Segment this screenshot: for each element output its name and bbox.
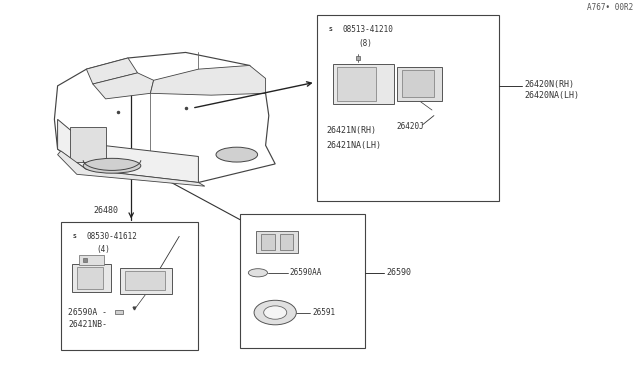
Text: 26480: 26480 (93, 206, 118, 215)
Bar (125, 271, 165, 290)
Polygon shape (58, 151, 205, 186)
Polygon shape (150, 65, 266, 95)
Text: A767• 00R2: A767• 00R2 (588, 3, 634, 12)
Bar (72, 264, 111, 292)
Bar (240, 214, 365, 348)
Text: 26590A -: 26590A - (68, 308, 108, 317)
Bar (261, 234, 275, 250)
Polygon shape (54, 52, 275, 183)
Text: 26591: 26591 (312, 308, 335, 317)
Text: S: S (329, 27, 333, 32)
Text: 26590: 26590 (387, 268, 412, 277)
Text: 08513-41210: 08513-41210 (342, 25, 393, 34)
Bar (317, 15, 499, 201)
Bar (402, 70, 434, 97)
Bar (337, 67, 376, 102)
Bar (120, 268, 172, 294)
Text: 08530-41612: 08530-41612 (86, 232, 137, 241)
Bar (70, 127, 106, 162)
Polygon shape (86, 58, 138, 84)
Text: 26421NB-: 26421NB- (68, 320, 108, 329)
Bar (397, 67, 442, 101)
Bar (77, 267, 103, 289)
Polygon shape (93, 73, 154, 99)
Ellipse shape (216, 147, 258, 162)
Bar (333, 64, 394, 105)
Circle shape (264, 306, 287, 319)
Bar (280, 234, 293, 250)
Text: (8): (8) (358, 39, 372, 48)
Text: 26421N(RH): 26421N(RH) (326, 126, 376, 135)
Text: 26420J: 26420J (397, 122, 424, 131)
Text: S: S (73, 234, 77, 239)
Bar (256, 231, 298, 253)
Bar (61, 221, 198, 350)
Circle shape (254, 300, 296, 325)
Text: 26420NA(LH): 26420NA(LH) (525, 91, 580, 100)
Text: (4): (4) (96, 245, 110, 254)
Polygon shape (58, 119, 198, 183)
Bar (79, 255, 104, 265)
Ellipse shape (248, 269, 268, 277)
Text: 26420N(RH): 26420N(RH) (525, 80, 575, 89)
Bar (115, 310, 123, 314)
Text: 26590AA: 26590AA (290, 268, 323, 277)
Text: 26421NA(LH): 26421NA(LH) (326, 141, 381, 150)
Ellipse shape (83, 158, 141, 173)
